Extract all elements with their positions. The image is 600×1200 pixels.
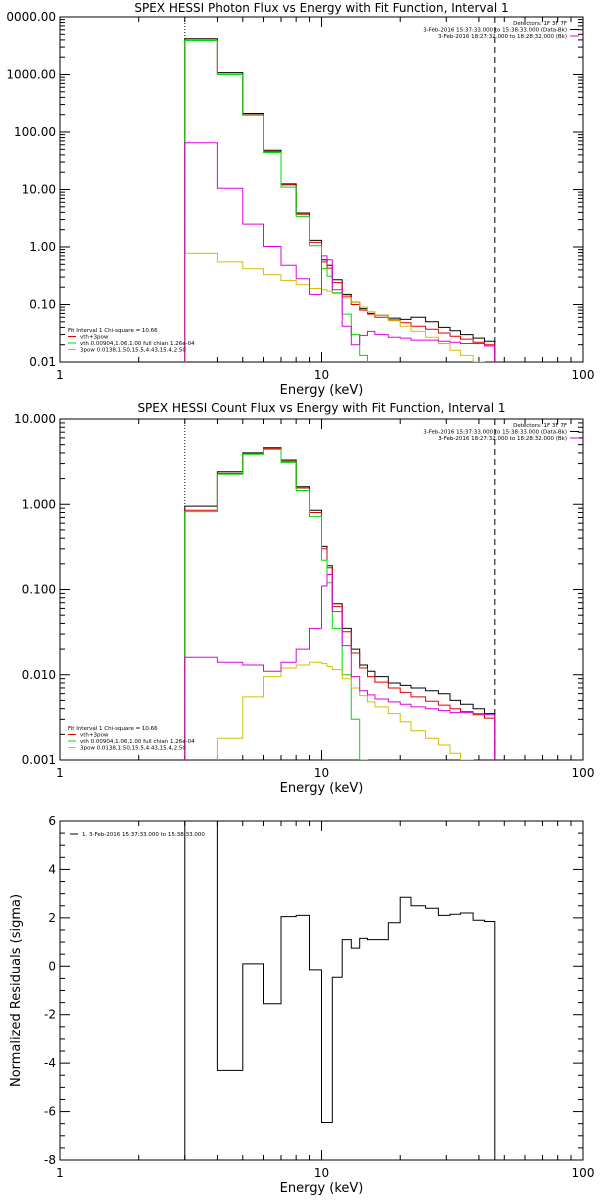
chart-title: SPEX HESSI Photon Flux vs Energy with Fi… — [134, 1, 508, 15]
y-tick-label: 10.00 — [22, 183, 56, 197]
series-vth — [184, 40, 496, 362]
series-3pow — [184, 661, 496, 760]
legend-entry: 3pow 0.0138,1.50,15.5,4.43,15.4,2.50 — [80, 348, 186, 354]
series-bk — [184, 574, 496, 760]
y-tick-label: 0.100 — [22, 583, 56, 597]
legend-entry: 3-Feb-2016 15:37:33.000 to 15:38:33.000 … — [423, 430, 567, 436]
series-3pow — [184, 252, 496, 362]
y-tick-label: -6 — [44, 1105, 56, 1119]
series-bk — [184, 142, 496, 362]
x-tick-label: 1 — [56, 1166, 64, 1180]
y-tick-label: -2 — [44, 1008, 56, 1022]
x-tick-label: 100 — [572, 368, 595, 382]
y-tick-label: 0.10 — [29, 298, 56, 312]
legend-entry: Detectors: 1F 3F 7F — [513, 21, 567, 27]
legend-entry: Detectors: 1F 3F 7F — [513, 423, 567, 429]
series-vth-3pow — [184, 39, 496, 362]
series-group — [184, 447, 496, 760]
y-tick-label: 10.000 — [14, 412, 56, 426]
chart-panel-2: SPEX HESSI Count Flux vs Energy with Fit… — [14, 401, 595, 796]
legend-entry: 3-Feb-2016 15:37:33.000 to 15:38:33.000 … — [423, 28, 567, 34]
x-tick-label: 100 — [572, 1166, 595, 1180]
y-tick-label: 1.000 — [22, 497, 56, 511]
y-tick-label: 0.001 — [22, 753, 56, 767]
legend-entry: vth+3pow — [80, 335, 109, 341]
chart-panel-3: Energy (keV) Normalized Residuals (sigma)… — [9, 814, 594, 1196]
legend-entry: 3-Feb-2016 18:27:32.000 to 18:28:32.000 … — [438, 436, 567, 442]
x-tick-label: 10 — [314, 368, 329, 382]
legend-entry: vth 0.00904,1.06,1.00 full chian 1.26e-0… — [80, 739, 195, 745]
legend-entry: vth+3pow — [80, 733, 109, 739]
series-data-bk — [184, 38, 496, 362]
plot-frame — [59, 16, 584, 363]
series-group — [184, 38, 496, 362]
x-tick-label: 10 — [314, 1166, 329, 1180]
chart-title: SPEX HESSI Count Flux vs Energy with Fit… — [137, 401, 505, 415]
legend-entry: vth 0.00904,1.06,1.00 full chian 1.26e-0… — [80, 341, 195, 347]
y-tick-label: 0.01 — [29, 355, 56, 369]
series-1-3-feb-2016-15-37-33-000-to-15-38-33-000 — [184, 821, 496, 1160]
y-tick-label: 100.00 — [14, 125, 56, 139]
y-tick-label: 0000.00 — [6, 10, 56, 24]
y-tick-label: -8 — [44, 1153, 56, 1167]
x-tick-label: 1 — [56, 368, 64, 382]
y-tick-label: 2 — [48, 911, 56, 925]
x-axis-label: Energy (keV) — [280, 781, 364, 796]
y-tick-label: 1.00 — [29, 240, 56, 254]
legend-entry: Fit Interval 1 Chi-square = 10.66 — [68, 328, 158, 334]
legend-entry: 1. 3-Feb-2016 15:37:33.000 to 15:38:33.0… — [82, 832, 205, 838]
y-axis-label: Normalized Residuals (sigma) — [9, 894, 24, 1087]
x-tick-label: 1 — [56, 766, 64, 780]
x-tick-label: 10 — [314, 766, 329, 780]
y-tick-label: 6 — [48, 814, 56, 828]
y-tick-label: 4 — [48, 862, 56, 876]
series-group — [184, 821, 496, 1160]
x-axis-label: Energy (keV) — [280, 1181, 364, 1196]
chart-panel-1: SPEX HESSI Photon Flux vs Energy with Fi… — [6, 1, 595, 398]
y-tick-label: 0 — [48, 959, 56, 973]
legend-entry: 3pow 0.0138,1.50,15.5,4.43,15.4,2.50 — [80, 746, 186, 752]
legend-entry: 3-Feb-2016 18:27:32.000 to 18:28:32.000 … — [438, 34, 567, 40]
x-tick-label: 100 — [572, 766, 595, 780]
y-tick-label: -4 — [44, 1056, 56, 1070]
x-axis-label: Energy (keV) — [280, 383, 364, 398]
y-tick-label: 1000.00 — [6, 68, 56, 82]
y-tick-label: 0.010 — [22, 668, 56, 682]
series-data-bk — [184, 447, 496, 760]
legend-entry: Fit Interval 1 Chi-square = 10.66 — [68, 726, 158, 732]
